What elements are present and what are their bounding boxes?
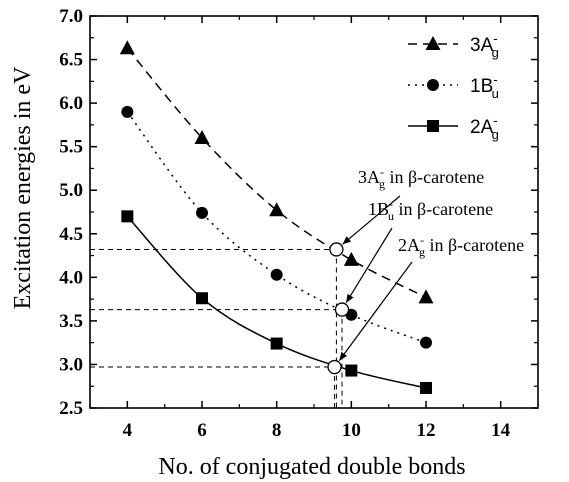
x-tick-label: 8	[272, 420, 282, 441]
annotation-arrowhead	[339, 351, 348, 361]
x-tick-label: 10	[342, 420, 361, 441]
y-tick-label: 5.0	[59, 180, 83, 201]
data-point-3a	[418, 289, 434, 304]
y-tick-label: 3.0	[59, 354, 83, 375]
data-point-2a	[196, 292, 208, 305]
data-point-1b	[196, 206, 208, 219]
x-tick-label: 6	[197, 420, 207, 441]
bc-annotation: 1B-u in β-carotene	[368, 197, 493, 223]
bc-annotation: 3A-g in β-carotene	[358, 165, 484, 191]
bc-point-3a	[329, 242, 344, 257]
data-point-1b	[270, 268, 283, 281]
reference-lines	[90, 248, 343, 408]
bc-point-2a	[327, 359, 342, 375]
data-point-1b	[420, 336, 432, 349]
legend: 3A-g 1B-u 2A-g	[408, 31, 499, 142]
x-tick-label: 12	[417, 420, 436, 441]
bc-point-1b	[334, 302, 350, 317]
axes	[89, 15, 539, 409]
series-line-1b	[126, 111, 427, 344]
series-line-2a	[126, 215, 427, 389]
data-point-3a	[269, 202, 285, 217]
bc-annotation: 2A-g in β-carotene	[398, 233, 524, 259]
y-tick-label: 4.0	[59, 267, 83, 288]
legend-marker	[425, 36, 441, 50]
annotation-arrowhead	[346, 293, 354, 303]
annotation-arrowhead	[342, 236, 352, 245]
y-tick-label: 6.0	[59, 93, 83, 114]
annotation-arrow	[338, 261, 413, 361]
beta-carotene-points	[327, 242, 350, 375]
legend-label: 2A-g	[470, 113, 499, 142]
data-point-2a	[345, 364, 358, 377]
y-tick-label: 2.5	[59, 398, 83, 419]
y-axis-title: Excitation energies in eV	[10, 66, 36, 309]
y-tick-label: 4.5	[59, 224, 83, 245]
legend-marker	[427, 79, 439, 91]
data-point-3a	[194, 129, 210, 144]
series-line-3a	[126, 47, 427, 299]
x-axis-title: No. of conjugated double bonds	[158, 454, 465, 480]
annotation-arrow	[342, 195, 401, 245]
data-point-1b	[121, 105, 134, 118]
data-point-3a	[119, 40, 135, 55]
data-point-2a	[420, 381, 432, 394]
data-point-3a	[343, 251, 359, 266]
x-tick-label: 4	[123, 420, 133, 441]
x-tick-label: 14	[491, 420, 511, 441]
y-tick-label: 6.5	[59, 50, 83, 71]
legend-label: 1B-u	[470, 72, 499, 101]
legend-marker	[427, 120, 439, 132]
data-point-2a	[270, 337, 283, 350]
data-point-2a	[121, 210, 134, 223]
legend-label: 3A-g	[470, 31, 499, 60]
y-tick-label: 3.5	[59, 311, 83, 332]
annotations: 3A-g in β-carotene 1B-u in β-carotene 2A-g…	[338, 165, 524, 361]
y-tick-label: 5.5	[59, 137, 83, 158]
tick-labels: 2.5 3.0 3.5 4.0 4.5 5.0 5.5 6.0 6.5 7.0 4 6 8 10 12 14	[59, 6, 510, 441]
annotation-arrow	[345, 227, 393, 304]
y-tick-label: 7.0	[59, 6, 83, 27]
